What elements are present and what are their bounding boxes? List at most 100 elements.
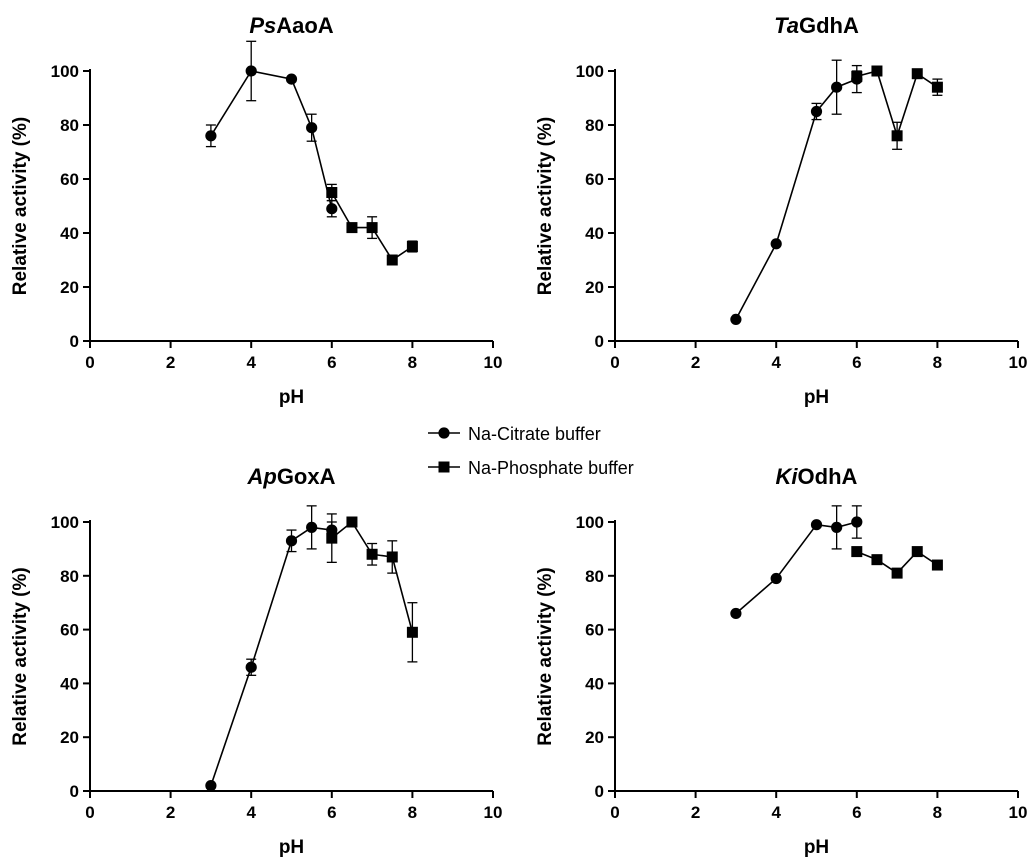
y-tick-label-psaaoa-60: 60 (60, 170, 79, 189)
data-point-phosphate-psaaoa-0 (326, 187, 338, 198)
y-tick-label-kiodha-40: 40 (585, 674, 604, 693)
data-point-citrate-tagdha-3 (831, 81, 843, 93)
series-line-citrate-tagdha (735, 78, 858, 320)
y-axis-label-psaaoa: Relative activity (%) (10, 117, 31, 295)
data-point-phosphate-apgoxa-3 (386, 551, 398, 563)
x-tick-label-psaaoa-6: 6 (327, 353, 336, 372)
data-point-citrate-apgoxa-0 (205, 780, 217, 792)
data-point-phosphate-apgoxa-4 (406, 626, 418, 638)
data-point-phosphate-apgoxa-1 (346, 516, 358, 528)
x-tick-label-kiodha-6: 6 (852, 803, 861, 822)
y-axis-label-apgoxa: Relative activity (%) (10, 567, 31, 745)
data-point-phosphate-tagdha-3 (911, 68, 923, 80)
data-point-phosphate-tagdha-1 (871, 65, 883, 77)
data-point-citrate-psaaoa-4 (326, 203, 338, 215)
x-tick-label-kiodha-4: 4 (771, 803, 781, 822)
data-point-phosphate-kiodha-3 (911, 546, 923, 558)
data-point-phosphate-kiodha-1 (871, 554, 883, 566)
data-point-phosphate-apgoxa-0 (326, 532, 338, 544)
y-tick-label-psaaoa-0: 0 (70, 332, 79, 351)
series-phosphate-psaaoa (326, 183, 418, 266)
x-axis-label-apgoxa: pH (279, 837, 304, 858)
legend-entry-citrate: Na-Citrate buffer (428, 424, 601, 444)
series-line-phosphate-apgoxa (331, 520, 414, 633)
data-point-citrate-apgoxa-2 (285, 535, 298, 547)
series-line-citrate-psaaoa (210, 70, 333, 209)
panel-title-italic-tagdha: Ta (774, 13, 799, 38)
y-tick-label-psaaoa-40: 40 (60, 224, 79, 243)
x-tick-label-psaaoa-10: 10 (484, 353, 503, 372)
legend-phosphate-marker (438, 461, 450, 473)
data-point-phosphate-psaaoa-2 (366, 222, 378, 234)
x-tick-label-tagdha-6: 6 (852, 353, 861, 372)
y-tick-label-apgoxa-100: 100 (51, 513, 79, 532)
x-tick-label-tagdha-0: 0 (610, 353, 619, 372)
y-tick-label-apgoxa-60: 60 (60, 621, 79, 640)
y-tick-label-tagdha-40: 40 (585, 224, 604, 243)
panel-title-rest-tagdha: GdhA (799, 13, 859, 38)
series-citrate-kiodha (730, 505, 863, 620)
x-tick-label-apgoxa-6: 6 (327, 803, 336, 822)
y-axis-label-tagdha: Relative activity (%) (535, 117, 556, 295)
x-axis-label-tagdha: pH (804, 387, 829, 408)
x-tick-label-apgoxa-0: 0 (85, 803, 94, 822)
panel-tagdha: TaGdhA 0 20 40 60 80 100 0 2 4 6 8 10 pH Relative acti… (535, 13, 1027, 408)
data-point-citrate-tagdha-2 (810, 105, 823, 118)
y-tick-label-apgoxa-40: 40 (60, 674, 79, 693)
series-citrate-psaaoa (205, 40, 338, 218)
y-tick-label-kiodha-20: 20 (585, 728, 604, 747)
x-tick-label-tagdha-4: 4 (771, 353, 781, 372)
data-point-phosphate-tagdha-2 (891, 130, 903, 142)
y-tick-label-tagdha-0: 0 (595, 332, 604, 351)
panel-title-rest-apgoxa: GoxA (277, 464, 336, 489)
y-tick-label-psaaoa-20: 20 (60, 278, 79, 297)
series-line-citrate-apgoxa (210, 526, 332, 786)
series-phosphate-apgoxa (326, 513, 418, 663)
series-line-citrate-kiodha (735, 521, 858, 615)
x-tick-label-kiodha-8: 8 (933, 803, 942, 822)
x-axis-label-psaaoa: pH (279, 387, 304, 408)
y-tick-label-tagdha-60: 60 (585, 170, 604, 189)
data-point-citrate-tagdha-0 (730, 313, 742, 325)
data-point-citrate-kiodha-4 (851, 516, 863, 528)
panel-title-italic-psaaoa: Ps (249, 13, 276, 38)
y-tick-label-apgoxa-20: 20 (60, 728, 79, 747)
data-point-phosphate-psaaoa-3 (386, 254, 398, 266)
panel-apgoxa: ApGoxA 0 20 40 60 80 100 0 2 4 6 8 10 pH Relative acti… (10, 464, 502, 858)
data-point-phosphate-apgoxa-2 (366, 548, 378, 560)
y-tick-label-kiodha-80: 80 (585, 567, 604, 586)
y-tick-label-tagdha-100: 100 (576, 62, 604, 81)
data-point-phosphate-psaaoa-1 (346, 222, 358, 234)
series-phosphate-tagdha (851, 65, 943, 150)
y-tick-label-psaaoa-80: 80 (60, 116, 79, 135)
data-point-citrate-apgoxa-3 (306, 521, 318, 533)
data-point-citrate-kiodha-3 (831, 521, 843, 533)
x-tick-label-apgoxa-8: 8 (408, 803, 417, 822)
data-point-citrate-psaaoa-1 (245, 65, 257, 77)
y-axis-label-kiodha: Relative activity (%) (535, 567, 556, 745)
y-tick-label-apgoxa-80: 80 (60, 567, 79, 586)
x-tick-label-tagdha-8: 8 (933, 353, 942, 372)
legend: Na-Citrate buffer Na-Phosphate buffer (428, 424, 634, 478)
data-point-citrate-kiodha-1 (770, 572, 782, 585)
panel-title-kiodha: KiOdhA (776, 464, 858, 489)
y-tick-label-tagdha-20: 20 (585, 278, 604, 297)
panel-title-rest-psaaoa: AaoA (276, 13, 334, 38)
x-tick-label-kiodha-2: 2 (691, 803, 700, 822)
data-point-phosphate-tagdha-0 (851, 70, 863, 82)
y-tick-label-kiodha-60: 60 (585, 621, 604, 640)
x-tick-label-kiodha-0: 0 (610, 803, 619, 822)
x-tick-label-apgoxa-4: 4 (246, 803, 256, 822)
x-tick-label-psaaoa-2: 2 (166, 353, 175, 372)
y-tick-label-apgoxa-0: 0 (70, 782, 79, 801)
legend-citrate-marker (438, 427, 450, 439)
y-tick-label-kiodha-0: 0 (595, 782, 604, 801)
series-citrate-apgoxa (205, 505, 338, 792)
data-point-citrate-apgoxa-1 (245, 661, 257, 673)
x-tick-label-psaaoa-4: 4 (246, 353, 256, 372)
data-point-citrate-psaaoa-3 (306, 122, 318, 134)
y-tick-label-tagdha-80: 80 (585, 116, 604, 135)
panel-title-psaaoa: PsAaoA (249, 13, 333, 38)
x-tick-label-apgoxa-10: 10 (484, 803, 503, 822)
data-point-phosphate-kiodha-2 (891, 567, 903, 579)
